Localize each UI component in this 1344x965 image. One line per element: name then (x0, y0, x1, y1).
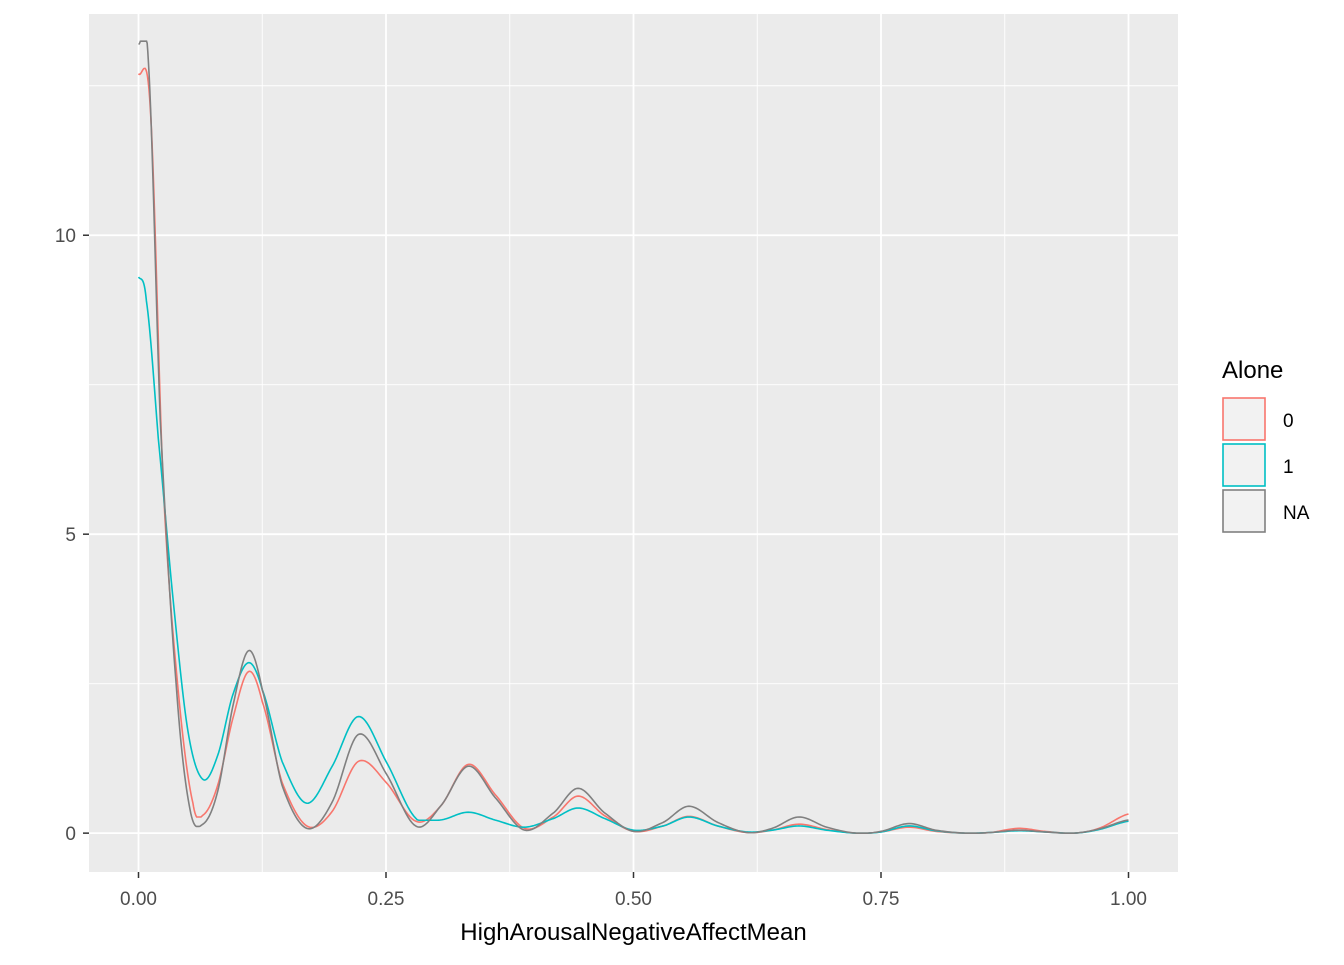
density-curves (137, 40, 1129, 834)
y-tick-label: 10 (55, 226, 76, 247)
x-tick-label: 0.00 (120, 889, 157, 910)
x-tick-label: 0.50 (615, 889, 652, 910)
legend-key-na (1222, 489, 1266, 533)
density-curve-na (138, 40, 1129, 834)
y-tick-label: 5 (65, 525, 76, 546)
legend: Alone 0 1 NA (1222, 357, 1310, 533)
x-tick-label: 0.25 (368, 889, 405, 910)
x-axis-title: HighArousalNegativeAffectMean (460, 919, 806, 946)
legend-label: NA (1283, 503, 1310, 524)
legend-key-0 (1222, 397, 1266, 441)
x-tick-label: 1.00 (1110, 889, 1147, 910)
legend-keys: 0 1 NA (1222, 397, 1310, 533)
x-tick-label: 0.75 (863, 889, 900, 910)
y-axis: 0 5 10 (55, 226, 89, 845)
major-gridlines (89, 14, 1178, 872)
legend-label: 1 (1283, 457, 1294, 478)
y-tick-label: 0 (65, 824, 76, 845)
legend-title: Alone (1222, 357, 1283, 384)
x-axis: 0.00 0.25 0.50 0.75 1.00 (120, 872, 1147, 910)
legend-key-1 (1222, 443, 1266, 487)
legend-label: 0 (1283, 411, 1294, 432)
